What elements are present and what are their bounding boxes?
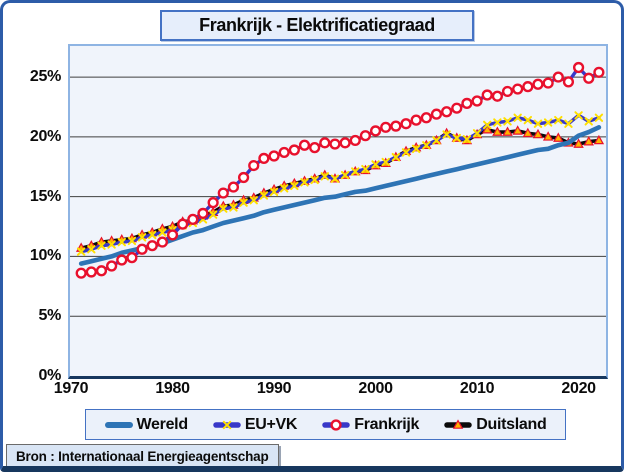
x-tick-label: 1990 [256,380,292,397]
y-tick-label: 20% [29,127,61,145]
legend-item-eu-vk: EU+VK [213,416,297,434]
x-tick-label: 2000 [358,380,393,397]
y-tick-label: 5% [38,307,61,325]
legend-label: Duitsland [476,415,547,433]
legend-label: Wereld [136,415,189,433]
chart-title-box: Frankrijk - Elektrificatiegraad [160,10,474,41]
x-tick-label: 1980 [155,380,190,397]
y-tick-label: 25% [29,68,61,86]
x-tick-label: 2020 [561,380,596,397]
legend-label: Frankrijk [354,415,420,433]
legend-item-frankrijk: Frankrijk [322,416,419,434]
legend-item-duitsland: Duitsland [444,415,547,434]
legend-marker-icon [104,421,133,428]
x-tick-label: 1970 [53,380,89,397]
legend-marker-icon [322,418,351,431]
y-tick-label: 15% [29,187,61,205]
legend-item-wereld: Wereld [104,415,189,434]
chart-canvas [70,61,606,317]
source-box: Bron : Internationaal Energieagentschap [6,444,279,466]
plot-area [68,44,608,379]
source-text: Bron : Internationaal Energieagentschap [16,449,269,464]
legend: Wereld EU+VK Frankrijk Duitsland [85,409,566,440]
chart-title: Frankrijk - Elektrificatiegraad [199,15,435,35]
y-tick-label: 0% [38,367,61,384]
x-tick-label: 2010 [459,380,495,397]
legend-marker-icon [213,420,241,429]
series-frankrijk [75,61,605,279]
legend-label: EU+VK [244,415,298,433]
legend-marker-icon [444,418,472,429]
y-tick-label: 10% [29,247,61,265]
